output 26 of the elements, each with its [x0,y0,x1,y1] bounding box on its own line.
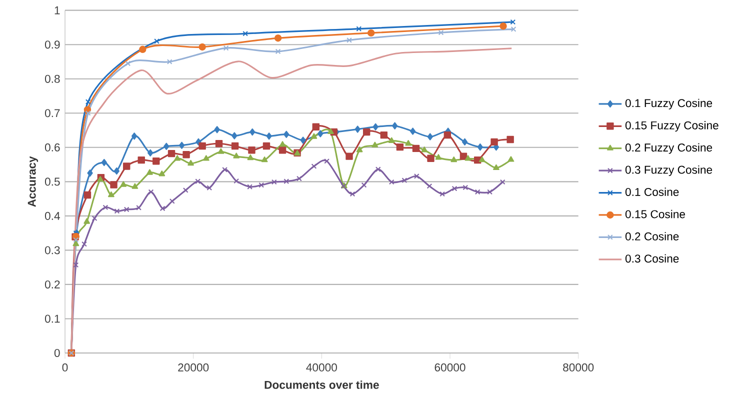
y-tick-label: 0.3 [44,246,60,254]
y-tick-label: 0 [54,348,60,358]
legend-label: 0.3 Cosine [625,254,679,263]
y-tick-label: 0.9 [44,40,60,49]
y-tick-label: 0.2 [44,280,60,288]
y-tick-label: 0.5 [44,178,60,186]
legend-label: 0.15 Cosine [625,210,685,218]
y-tick-label: 0.6 [44,143,60,152]
x-tick-label: 20000 [178,363,209,372]
x-tick-label: 80000 [563,363,594,372]
y-tick-label: 1 [54,6,60,14]
legend-label: 0.15 Fuzzy Cosine [625,121,718,132]
x-axis-title: Documents over time [264,380,379,389]
y-tick-label: 0.1 [44,314,60,323]
y-tick-label: 0.8 [44,74,60,83]
y-axis-title: Accuracy [28,156,38,207]
y-tick-label: 0.4 [44,212,60,220]
legend-label: 0.2 Cosine [625,232,679,240]
x-tick-label: 0 [62,363,68,372]
legend-label: 0.1 Fuzzy Cosine [625,98,712,110]
legend-label: 0.3 Fuzzy Cosine [625,165,712,176]
legend-label: 0.2 Fuzzy Cosine [625,143,712,154]
legend-label: 0.1 Cosine [625,188,679,196]
y-tick-label: 0.7 [44,109,60,118]
x-tick-label: 60000 [434,363,466,372]
x-tick-label: 40000 [306,363,337,372]
